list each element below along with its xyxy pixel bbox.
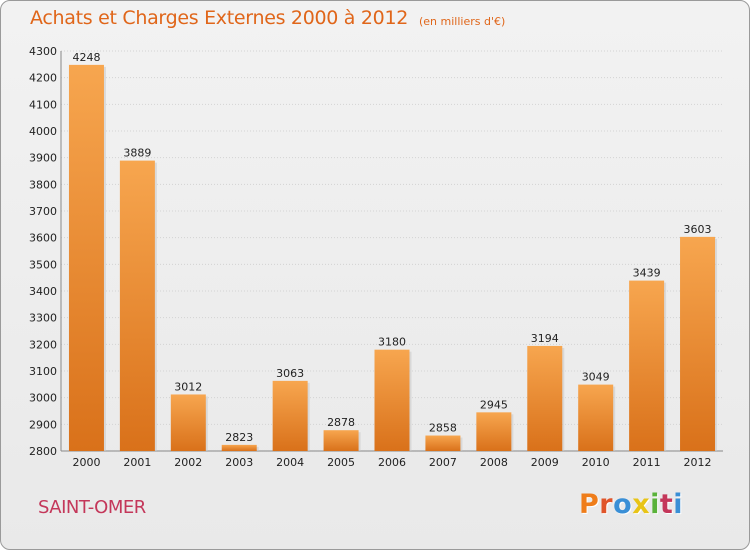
y-tick-label: 3800 bbox=[29, 178, 57, 191]
y-tick-label: 3000 bbox=[29, 392, 57, 405]
x-tick-label: 2006 bbox=[378, 456, 406, 469]
bar-value-label: 3012 bbox=[174, 380, 202, 393]
x-tick-label: 2007 bbox=[429, 456, 457, 469]
logo-letter: o bbox=[613, 489, 633, 520]
x-tick-label: 2003 bbox=[225, 456, 253, 469]
bar-2004 bbox=[272, 380, 308, 451]
bar-2012 bbox=[680, 236, 716, 451]
logo-letter: r bbox=[599, 489, 614, 520]
bars bbox=[68, 64, 718, 451]
x-tick-label: 2011 bbox=[633, 456, 661, 469]
bar-value-label: 3049 bbox=[582, 371, 610, 384]
bar-value-label: 2858 bbox=[429, 422, 457, 435]
x-tick-label: 2010 bbox=[582, 456, 610, 469]
bar-value-label: 3439 bbox=[633, 267, 661, 280]
bar-value-label: 2823 bbox=[225, 431, 253, 444]
y-tick-label: 3100 bbox=[29, 365, 57, 378]
y-tick-label: 4000 bbox=[29, 125, 57, 138]
bar-labels: 4248 3889 3012 2823 3063 2878 3180 2858 2945 3194… bbox=[72, 51, 711, 444]
bar-value-label: 3603 bbox=[684, 223, 712, 236]
y-tick-label: 4200 bbox=[29, 72, 57, 85]
y-tick-label: 4100 bbox=[29, 98, 57, 111]
y-tick-labels: 2800 2900 3000 3100 3200 3300 3400 3500 3600 3700… bbox=[29, 45, 57, 458]
bar-2008 bbox=[476, 412, 512, 451]
location-label: SAINT-OMER bbox=[38, 497, 146, 518]
logo-letter: i bbox=[650, 489, 660, 520]
bar-2005 bbox=[323, 430, 359, 451]
x-tick-label: 2005 bbox=[327, 456, 355, 469]
bar-value-label: 2945 bbox=[480, 398, 508, 411]
bar-2011 bbox=[629, 280, 665, 451]
chart-title: Achats et Charges Externes 2000 à 2012 bbox=[30, 7, 409, 29]
bar-value-label: 3063 bbox=[276, 367, 304, 380]
bar-2001 bbox=[119, 160, 155, 451]
y-tick-label: 3600 bbox=[29, 232, 57, 245]
x-tick-label: 2002 bbox=[174, 456, 202, 469]
bar-2006 bbox=[374, 349, 410, 451]
bar-value-label: 4248 bbox=[72, 51, 100, 64]
bar-2000 bbox=[68, 64, 104, 451]
logo-letter: P bbox=[579, 489, 600, 520]
x-tick-label: 2004 bbox=[276, 456, 304, 469]
bar-2009 bbox=[527, 345, 563, 451]
y-tick-label: 2800 bbox=[29, 445, 57, 458]
x-tick-labels: 2000 2001 2002 2003 2004 2005 2006 2007 2008 2009… bbox=[72, 456, 711, 469]
logo-letter: x bbox=[632, 489, 651, 520]
y-tick-label: 3700 bbox=[29, 205, 57, 218]
x-tick-label: 2009 bbox=[531, 456, 559, 469]
logo-letter: i bbox=[673, 489, 684, 520]
x-tick-label: 2001 bbox=[123, 456, 151, 469]
y-tick-label: 3500 bbox=[29, 258, 57, 271]
y-tick-label: 3300 bbox=[29, 312, 57, 325]
x-tick-label: 2012 bbox=[684, 456, 712, 469]
bar-2003 bbox=[221, 444, 257, 451]
x-tick-label: 2000 bbox=[72, 456, 100, 469]
logo-letter: t bbox=[659, 489, 674, 520]
bar-2002 bbox=[170, 394, 206, 451]
x-tick-label: 2008 bbox=[480, 456, 508, 469]
bar-2010 bbox=[578, 384, 614, 451]
proxiti-logo: Proxiti bbox=[579, 489, 683, 520]
y-tick-label: 4300 bbox=[29, 45, 57, 58]
y-tick-label: 3900 bbox=[29, 152, 57, 165]
chart-subtitle: (en milliers d'€) bbox=[419, 15, 506, 28]
bar-value-label: 3180 bbox=[378, 336, 406, 349]
y-tick-label: 3200 bbox=[29, 338, 57, 351]
y-tick-label: 3400 bbox=[29, 285, 57, 298]
y-tick-label: 2900 bbox=[29, 418, 57, 431]
bar-2007 bbox=[425, 435, 461, 451]
bar-value-label: 3889 bbox=[123, 147, 151, 160]
bar-value-label: 2878 bbox=[327, 416, 355, 429]
bar-value-label: 3194 bbox=[531, 332, 559, 345]
